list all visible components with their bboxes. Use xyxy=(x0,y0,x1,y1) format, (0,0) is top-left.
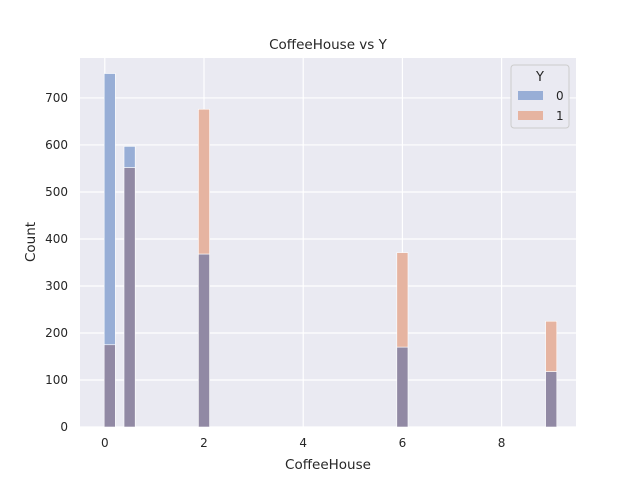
y-tick-label: 700 xyxy=(45,91,68,105)
legend-swatch-0 xyxy=(518,91,543,100)
y-tick-label: 500 xyxy=(45,185,68,199)
x-tick-label: 8 xyxy=(498,436,506,450)
bar-series-1 xyxy=(545,320,558,372)
bar-overlap xyxy=(198,253,210,428)
x-tick-labels: 0 2 4 6 8 xyxy=(101,436,505,450)
bars xyxy=(103,73,558,428)
y-tick-label: 200 xyxy=(45,326,68,340)
bar-overlap xyxy=(396,346,409,428)
y-tick-label: 400 xyxy=(45,232,68,246)
legend: Y 0 1 xyxy=(510,64,570,129)
y-tick-label: 100 xyxy=(45,373,68,387)
bar-overlap xyxy=(545,371,558,428)
x-tick-label: 0 xyxy=(101,436,109,450)
legend-swatch-1 xyxy=(518,111,543,120)
legend-title: Y xyxy=(535,70,544,85)
legend-label-0: 0 xyxy=(556,89,564,103)
y-tick-label: 0 xyxy=(60,420,68,434)
bar-series-1 xyxy=(198,108,210,255)
y-tick-labels: 0 100 200 300 400 500 600 700 xyxy=(45,91,68,434)
bar-series-0 xyxy=(103,73,116,346)
bar-series-1 xyxy=(396,252,409,348)
legend-label-1: 1 xyxy=(556,109,564,123)
plot-background xyxy=(80,58,576,427)
x-tick-label: 4 xyxy=(299,436,307,450)
bar-overlap xyxy=(123,167,136,428)
x-tick-label: 2 xyxy=(200,436,208,450)
bar-overlap xyxy=(103,344,116,428)
x-axis-label: CoffeeHouse xyxy=(285,457,371,473)
x-tick-label: 6 xyxy=(399,436,407,450)
chart-title: CoffeeHouse vs Y xyxy=(269,37,388,53)
y-axis-label: Count xyxy=(23,222,39,262)
bar-series-0 xyxy=(123,146,136,168)
y-tick-label: 600 xyxy=(45,138,68,152)
y-tick-label: 300 xyxy=(45,279,68,293)
